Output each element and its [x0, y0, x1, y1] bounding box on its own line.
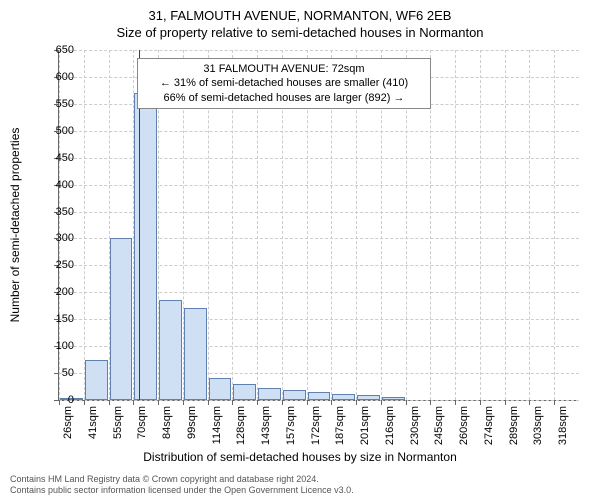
y-tick-label: 250	[44, 259, 74, 271]
y-tick-label: 350	[44, 206, 74, 218]
x-tick-mark	[183, 400, 184, 405]
x-tick-mark	[480, 400, 481, 405]
chart-title-sub: Size of property relative to semi-detach…	[0, 23, 600, 40]
y-tick-label: 600	[44, 71, 74, 83]
y-tick-label: 100	[44, 340, 74, 352]
x-tick-mark	[257, 400, 258, 405]
gridline-v	[480, 50, 481, 400]
annotation-box: 31 FALMOUTH AVENUE: 72sqm← 31% of semi-d…	[137, 58, 431, 109]
footer-attribution: Contains HM Land Registry data © Crown c…	[10, 474, 354, 496]
x-tick-mark	[133, 400, 134, 405]
x-tick-mark	[430, 400, 431, 405]
y-tick-label: 150	[44, 313, 74, 325]
gridline-v	[554, 50, 555, 400]
footer-line: Contains public sector information licen…	[10, 485, 354, 496]
histogram-bar	[134, 93, 157, 400]
x-tick-label: 55sqm	[112, 400, 124, 439]
histogram-bar	[209, 378, 232, 400]
y-tick-label: 650	[44, 44, 74, 56]
gridline-h	[59, 50, 579, 51]
histogram-bar	[85, 360, 108, 400]
annotation-line: 31 FALMOUTH AVENUE: 72sqm	[144, 62, 424, 76]
x-axis-label: Distribution of semi-detached houses by …	[0, 450, 600, 464]
y-tick-label: 300	[44, 232, 74, 244]
gridline-v	[455, 50, 456, 400]
annotation-line: 66% of semi-detached houses are larger (…	[144, 91, 424, 105]
y-tick-label: 450	[44, 152, 74, 164]
x-tick-label: 41sqm	[87, 400, 99, 439]
x-tick-label: 172sqm	[310, 400, 322, 445]
x-tick-mark	[331, 400, 332, 405]
x-tick-label: 230sqm	[409, 400, 421, 445]
histogram-bar	[159, 300, 182, 400]
gridline-v	[84, 50, 85, 400]
gridline-v	[529, 50, 530, 400]
gridline-v	[505, 50, 506, 400]
histogram-bar	[184, 308, 207, 400]
y-tick-label: 200	[44, 286, 74, 298]
annotation-line: ← 31% of semi-detached houses are smalle…	[144, 76, 424, 90]
chart-title-main: 31, FALMOUTH AVENUE, NORMANTON, WF6 2EB	[0, 0, 600, 23]
x-tick-label: 245sqm	[433, 400, 445, 445]
x-tick-label: 187sqm	[334, 400, 346, 445]
x-tick-mark	[529, 400, 530, 405]
x-tick-mark	[158, 400, 159, 405]
y-tick-label: 500	[44, 125, 74, 137]
x-tick-label: 201sqm	[359, 400, 371, 445]
x-tick-mark	[282, 400, 283, 405]
histogram-bar	[283, 390, 306, 400]
x-tick-mark	[307, 400, 308, 405]
x-tick-mark	[505, 400, 506, 405]
x-tick-mark	[381, 400, 382, 405]
x-tick-label: 274sqm	[483, 400, 495, 445]
x-tick-mark	[208, 400, 209, 405]
histogram-bar	[233, 384, 256, 400]
x-tick-label: 143sqm	[260, 400, 272, 445]
x-tick-mark	[232, 400, 233, 405]
x-tick-label: 157sqm	[285, 400, 297, 445]
histogram-bar	[110, 238, 133, 400]
x-tick-mark	[455, 400, 456, 405]
y-tick-label: 50	[44, 367, 74, 379]
x-tick-label: 99sqm	[186, 400, 198, 439]
x-tick-label: 70sqm	[136, 400, 148, 439]
x-tick-label: 84sqm	[161, 400, 173, 439]
x-tick-label: 128sqm	[235, 400, 247, 445]
x-tick-mark	[109, 400, 110, 405]
plot-area: 26sqm41sqm55sqm70sqm84sqm99sqm114sqm128s…	[58, 50, 579, 401]
histogram-bar	[308, 392, 331, 400]
y-axis-label: Number of semi-detached properties	[8, 128, 22, 323]
x-tick-label: 303sqm	[532, 400, 544, 445]
y-tick-label: 550	[44, 98, 74, 110]
x-tick-label: 260sqm	[458, 400, 470, 445]
x-tick-label: 289sqm	[508, 400, 520, 445]
footer-line: Contains HM Land Registry data © Crown c…	[10, 474, 354, 485]
histogram-bar	[258, 388, 281, 400]
x-tick-mark	[84, 400, 85, 405]
x-tick-mark	[554, 400, 555, 405]
x-tick-mark	[356, 400, 357, 405]
y-tick-label: 0	[44, 394, 74, 406]
x-tick-label: 114sqm	[211, 400, 223, 444]
x-tick-mark	[406, 400, 407, 405]
x-tick-label: 216sqm	[384, 400, 396, 445]
x-tick-label: 318sqm	[557, 400, 569, 445]
y-tick-label: 400	[44, 179, 74, 191]
